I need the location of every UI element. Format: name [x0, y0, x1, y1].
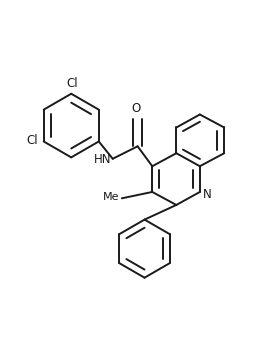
Text: Cl: Cl [26, 134, 38, 146]
Text: N: N [203, 188, 212, 201]
Text: Me: Me [103, 192, 120, 202]
Text: Cl: Cl [67, 78, 78, 90]
Text: O: O [131, 102, 141, 115]
Text: HN: HN [94, 153, 111, 166]
